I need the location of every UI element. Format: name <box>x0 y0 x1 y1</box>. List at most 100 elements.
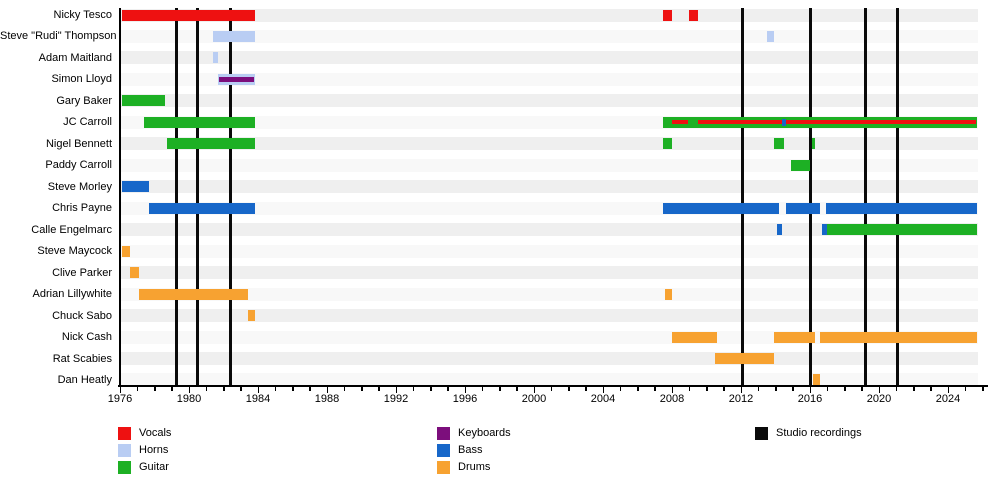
legend: Vocals Horns Guitar Keyboards Bass Drums Studi… <box>0 418 1000 484</box>
x-axis-tick <box>205 387 208 391</box>
x-axis-tick <box>550 387 553 391</box>
x-axis-tick <box>792 387 794 391</box>
timeline-bar-bass <box>785 202 821 214</box>
timeline-bar-drums <box>665 288 672 300</box>
timeline-bar-guitar <box>791 159 810 171</box>
row-stripe <box>120 352 978 366</box>
legend-label: Bass <box>458 444 483 456</box>
timeline-bar-drums <box>138 288 248 300</box>
timeline-bar-drums <box>247 310 255 322</box>
x-axis-tick <box>844 387 846 391</box>
x-axis-tick <box>757 387 760 391</box>
x-axis-tick <box>982 387 984 391</box>
row-stripe <box>120 309 978 323</box>
x-axis-tick <box>309 387 311 391</box>
x-axis-tick <box>861 387 863 391</box>
timeline-bar-vocals <box>697 120 976 125</box>
legend-label: Drums <box>458 461 491 473</box>
y-axis-line <box>119 8 121 387</box>
legend-swatch-guitar <box>118 461 131 474</box>
member-label: Adrian Lillywhite <box>32 288 112 301</box>
timeline-bar-bass <box>825 202 978 214</box>
x-axis-tick <box>964 387 967 391</box>
studio-recording-line <box>741 8 745 385</box>
member-label: Nigel Bennett <box>45 137 112 150</box>
member-label: Paddy Carroll <box>45 159 112 172</box>
x-axis-tick <box>430 387 432 391</box>
x-axis-tick <box>292 387 294 391</box>
timeline-bar-horns <box>213 52 219 64</box>
member-label: Clive Parker <box>52 266 112 279</box>
row-stripe <box>120 8 978 22</box>
timeline-bar-drums <box>820 331 978 343</box>
x-axis-tick <box>464 387 466 393</box>
timeline-bar-guitar <box>773 138 785 150</box>
timeline-bar-bass <box>663 202 779 214</box>
row-stripe <box>120 180 978 194</box>
x-axis-tick-label: 2016 <box>797 393 823 405</box>
member-label: Chuck Sabo <box>52 309 112 322</box>
timeline-bar-horns <box>766 30 774 42</box>
member-label: Nicky Tesco <box>53 9 112 21</box>
timeline-bar-vocals <box>672 120 688 125</box>
x-axis-tick <box>688 387 691 391</box>
x-axis-tick-label: 2004 <box>590 393 616 405</box>
row-stripe <box>120 51 978 65</box>
x-axis-tick <box>343 387 346 391</box>
x-axis-tick <box>533 387 535 393</box>
timeline-bar-vocals <box>689 9 698 21</box>
timeline-bar-guitar <box>121 95 165 107</box>
x-axis-tick-label: 2000 <box>521 393 547 405</box>
legend-label: Studio recordings <box>776 427 862 439</box>
x-axis-tick-label: 2012 <box>728 393 754 405</box>
studio-recording-line <box>196 8 200 385</box>
studio-recording-line <box>175 8 179 385</box>
timeline-bar-guitar <box>144 116 255 128</box>
x-axis-tick <box>619 387 622 391</box>
timeline-bar-bass <box>121 181 150 193</box>
x-axis-tick <box>585 387 587 391</box>
row-stripe <box>120 158 978 172</box>
row-stripe <box>120 330 978 344</box>
x-axis-tick <box>412 387 415 391</box>
timeline-bar-horns <box>213 30 255 42</box>
timeline-bar-keyboards <box>219 76 254 82</box>
x-axis-tick <box>706 387 708 391</box>
row-stripe <box>120 94 978 108</box>
x-axis-tick-label: 1980 <box>176 393 202 405</box>
plot-area: Nicky Tesco Steve "Rudi" Thompson Adam Mai… <box>0 8 988 405</box>
timeline-bar-guitar <box>811 138 816 150</box>
member-label: Gary Baker <box>56 94 112 107</box>
timeline-bar-drums <box>121 245 131 257</box>
x-axis-tick <box>809 387 811 393</box>
legend-swatch-studio <box>755 427 768 440</box>
x-axis-tick <box>775 387 777 391</box>
member-label: Dan Heatly <box>57 373 112 386</box>
timeline-bar-bass <box>149 202 255 214</box>
legend-swatch-horns <box>118 444 131 457</box>
x-axis-tick <box>171 387 173 391</box>
x-axis-line <box>118 385 988 387</box>
x-axis-tick <box>274 387 277 391</box>
x-axis-tick <box>826 387 829 391</box>
legend-swatch-bass <box>437 444 450 457</box>
x-axis-tick-label: 1996 <box>452 393 478 405</box>
row-stripe <box>120 72 978 86</box>
legend-label: Horns <box>139 444 169 456</box>
x-axis-tick <box>378 387 380 391</box>
x-axis-tick <box>516 387 518 391</box>
x-axis-tick <box>395 387 397 393</box>
legend-swatch-keyboards <box>437 427 450 440</box>
timeline-bar-drums <box>715 353 774 365</box>
timeline-bar-drums <box>672 331 717 343</box>
x-axis-tick <box>223 387 225 391</box>
timeline-bar-bass <box>822 224 828 236</box>
timeline-bar-vocals <box>121 9 255 21</box>
row-stripe <box>120 223 978 237</box>
x-axis-tick <box>257 387 259 393</box>
x-axis-tick-label: 2008 <box>659 393 685 405</box>
timeline-bar-bass <box>777 224 783 236</box>
timeline-bar-guitar <box>827 224 978 236</box>
x-axis-tick <box>602 387 604 393</box>
